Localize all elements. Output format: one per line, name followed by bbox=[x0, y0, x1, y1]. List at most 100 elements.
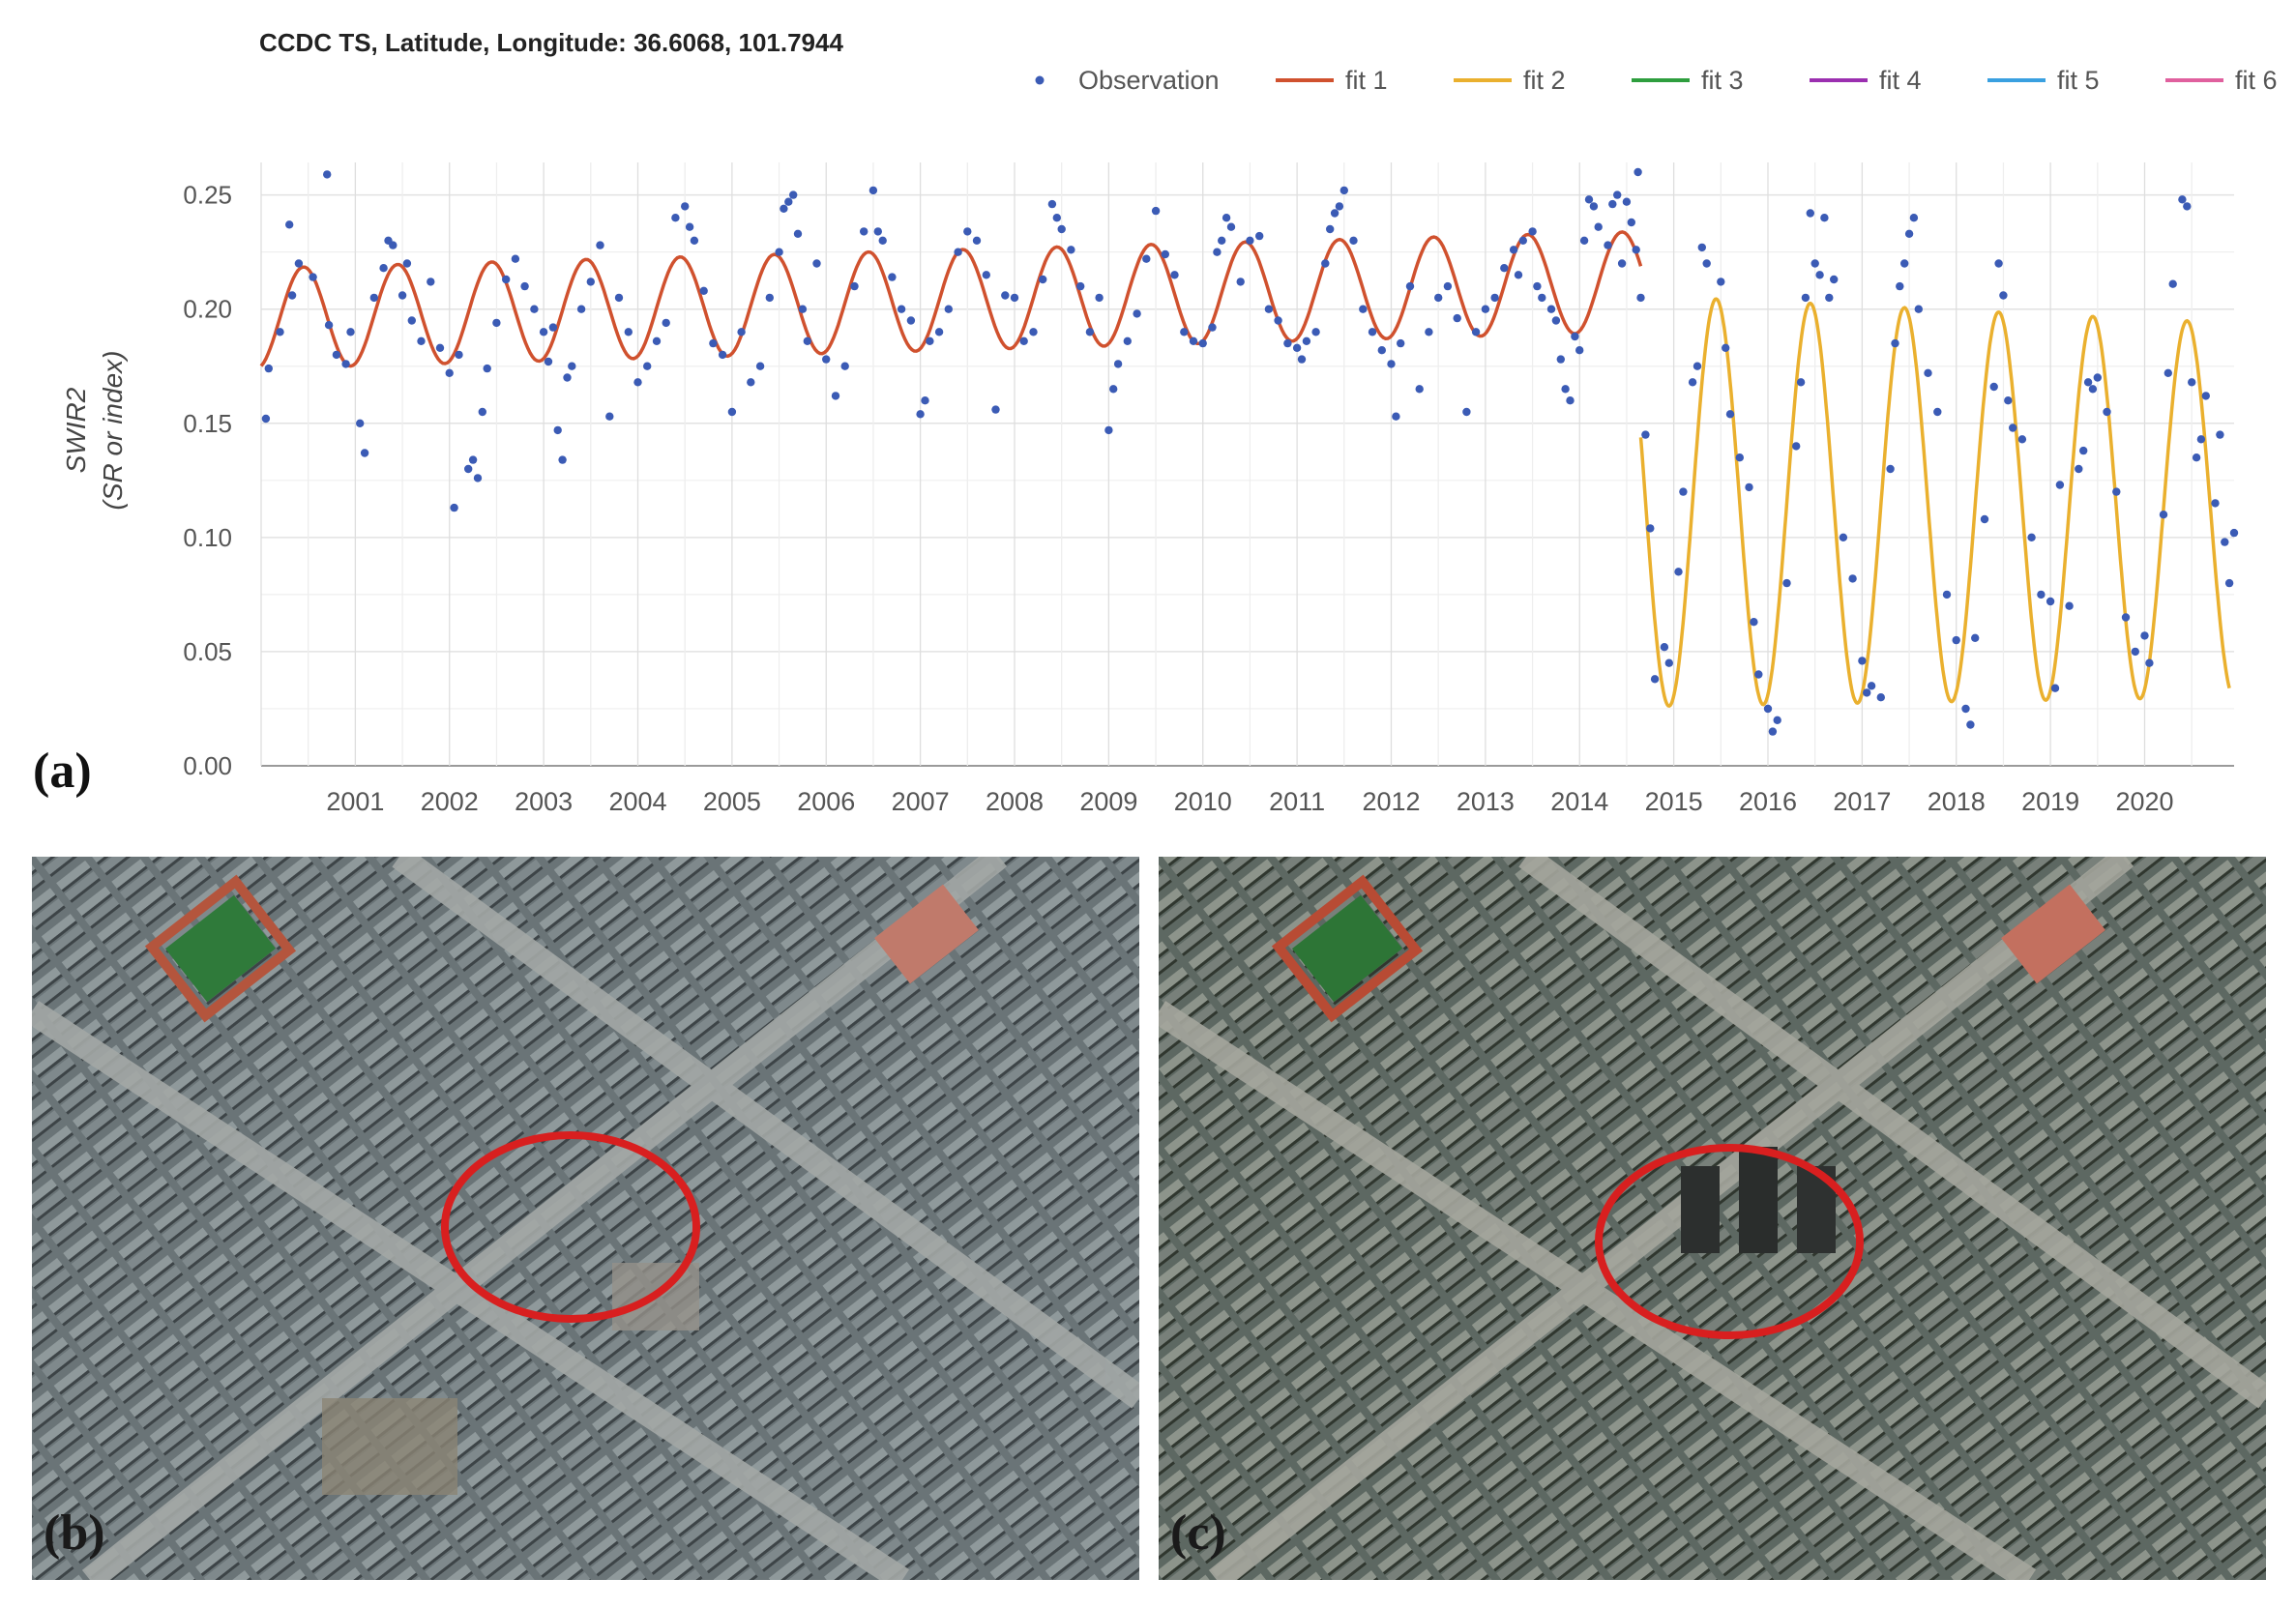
observation-point bbox=[1617, 259, 1627, 268]
observation-point bbox=[1608, 199, 1617, 209]
observation-point bbox=[878, 236, 887, 245]
observation-point bbox=[264, 364, 273, 373]
observation-point bbox=[822, 355, 831, 364]
observation-point bbox=[1236, 278, 1245, 286]
observation-point bbox=[1392, 412, 1400, 421]
observation-point bbox=[1782, 578, 1791, 588]
x-tick-label: 2014 bbox=[1550, 787, 1608, 816]
observation-point bbox=[1994, 259, 2003, 268]
observation-point bbox=[1302, 336, 1311, 345]
observation-point bbox=[2103, 407, 2111, 417]
observation-point bbox=[539, 328, 548, 336]
observation-point bbox=[483, 364, 491, 373]
observation-point bbox=[2050, 684, 2060, 692]
observation-point bbox=[652, 336, 662, 345]
observation-point bbox=[389, 241, 397, 249]
observation-point bbox=[1745, 482, 1753, 492]
y-tick-label: 0.20 bbox=[183, 295, 232, 324]
observation-point bbox=[2017, 435, 2027, 444]
observation-point bbox=[1722, 343, 1730, 352]
observation-point bbox=[972, 236, 982, 245]
observation-point bbox=[755, 362, 765, 370]
observation-point bbox=[812, 259, 821, 268]
observation-point bbox=[963, 227, 972, 236]
observation-point bbox=[1339, 186, 1349, 195]
observation-point bbox=[1971, 633, 1980, 642]
observation-point bbox=[1801, 293, 1810, 303]
y-axis-sublabel: (SR or index) bbox=[98, 351, 128, 511]
observation-point bbox=[1151, 206, 1161, 216]
observation-point bbox=[643, 362, 652, 370]
observation-point bbox=[868, 186, 878, 195]
observation-point bbox=[850, 281, 859, 291]
observation-point bbox=[1980, 514, 1989, 524]
observation-point bbox=[1646, 524, 1655, 533]
observation-point bbox=[1113, 360, 1123, 368]
observation-point bbox=[1725, 410, 1735, 419]
observation-point bbox=[2183, 202, 2192, 211]
x-tick-label: 2007 bbox=[892, 787, 950, 816]
observation-point bbox=[2211, 499, 2220, 508]
observation-point bbox=[596, 241, 604, 249]
y-axis-ticks: 0.00 0.05 0.10 0.15 0.20 0.25 bbox=[183, 181, 232, 780]
observation-point bbox=[1471, 328, 1481, 336]
observation-point bbox=[1359, 305, 1368, 313]
observation-point bbox=[1942, 590, 1952, 599]
y-axis-title: SWIR2 (SR or index) bbox=[61, 351, 128, 511]
observation-point bbox=[624, 328, 633, 336]
observation-point bbox=[1839, 533, 1848, 541]
observation-point bbox=[775, 248, 783, 256]
observation-point bbox=[1641, 430, 1650, 439]
observation-point bbox=[1904, 229, 1914, 238]
legend-item: fit 5 bbox=[1987, 66, 2100, 95]
observation-point bbox=[1867, 682, 1876, 690]
observation-point bbox=[1848, 574, 1857, 583]
observation-point bbox=[520, 281, 529, 291]
y-tick-label: 0.05 bbox=[183, 637, 232, 666]
observation-point bbox=[1142, 254, 1151, 263]
observation-point bbox=[1218, 236, 1226, 245]
panel-a-label: (a) bbox=[33, 744, 92, 799]
observation-point bbox=[873, 227, 882, 236]
observation-point bbox=[1886, 464, 1895, 474]
observation-point bbox=[356, 419, 365, 427]
observation-point bbox=[1509, 246, 1518, 254]
observation-point bbox=[576, 305, 586, 313]
observation-point bbox=[699, 286, 708, 295]
observation-point bbox=[671, 214, 680, 222]
observation-point bbox=[492, 318, 501, 328]
observation-point bbox=[1556, 355, 1566, 364]
observation-point bbox=[1891, 338, 1899, 348]
observation-point bbox=[1622, 197, 1632, 206]
legend-label: fit 4 bbox=[1879, 66, 1922, 95]
observation-point bbox=[2009, 424, 2017, 432]
x-tick-label: 2019 bbox=[2021, 787, 2079, 816]
observation-point bbox=[450, 503, 458, 512]
observation-point bbox=[2224, 578, 2234, 588]
observation-point bbox=[1039, 275, 1047, 284]
observation-point bbox=[954, 248, 962, 256]
observation-point bbox=[2046, 597, 2055, 606]
observation-point bbox=[906, 316, 916, 325]
x-tick-label: 2016 bbox=[1739, 787, 1797, 816]
x-tick-label: 2010 bbox=[1174, 787, 1232, 816]
observation-point bbox=[1632, 246, 1640, 254]
observation-point bbox=[1180, 328, 1189, 336]
observation-point bbox=[1198, 338, 1207, 348]
observation-point bbox=[360, 449, 369, 457]
observation-point bbox=[379, 264, 388, 273]
observation-point bbox=[1019, 336, 1028, 345]
observation-point bbox=[1792, 442, 1801, 451]
observation-point bbox=[1104, 425, 1113, 435]
observation-point bbox=[2192, 453, 2201, 462]
observation-point bbox=[530, 305, 539, 313]
observation-point bbox=[1538, 293, 1546, 303]
observation-point bbox=[926, 336, 934, 345]
x-tick-label: 2015 bbox=[1645, 787, 1703, 816]
observation-point bbox=[2201, 392, 2210, 400]
observation-point bbox=[1810, 259, 1819, 268]
observation-point bbox=[1594, 222, 1603, 231]
x-tick-label: 2017 bbox=[1833, 787, 1891, 816]
observation-point bbox=[369, 293, 378, 303]
observation-point bbox=[1551, 316, 1561, 325]
